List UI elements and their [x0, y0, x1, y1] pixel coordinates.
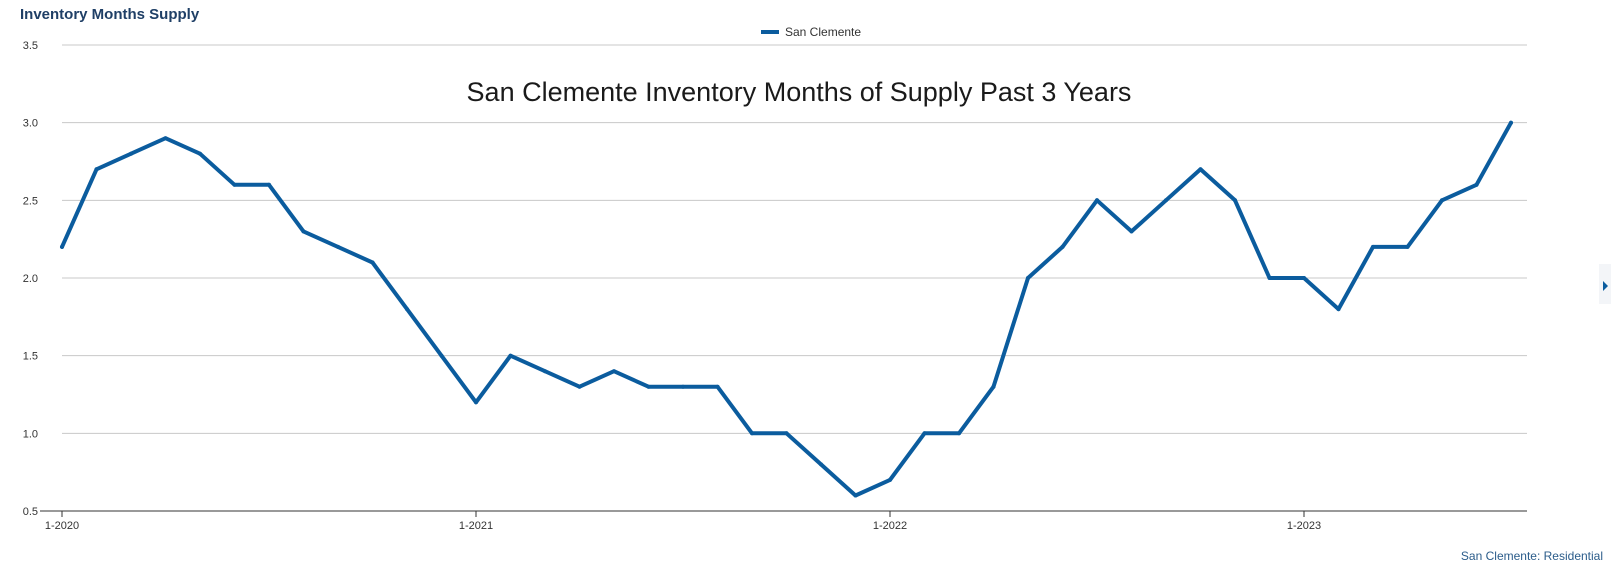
data-point [1198, 167, 1203, 172]
legend[interactable]: San Clemente [761, 25, 861, 39]
data-point [543, 369, 547, 374]
data-point [750, 431, 754, 436]
data-point [715, 384, 720, 389]
data-point [922, 431, 927, 436]
data-point [1060, 244, 1065, 249]
data-point [1129, 229, 1134, 234]
data-point [508, 353, 513, 358]
data-point [439, 353, 444, 358]
x-tick-label: 1-2021 [459, 520, 493, 532]
x-tick-label: 1-2020 [45, 520, 79, 532]
data-point [612, 369, 616, 374]
data-point [1371, 244, 1375, 249]
data-point [405, 307, 409, 312]
data-point [60, 244, 64, 249]
data-point [336, 244, 340, 249]
series-san-clemente [60, 120, 1513, 498]
chart-nav-arrow[interactable] [1599, 264, 1611, 304]
data-point [129, 151, 133, 156]
data-point [577, 384, 582, 389]
data-point [1336, 307, 1341, 312]
data-point [163, 136, 168, 141]
overlay-title: San Clemente Inventory Months of Supply … [467, 77, 1132, 107]
data-point [681, 384, 685, 389]
data-point [853, 493, 858, 498]
y-tick-label: 3.5 [23, 40, 38, 52]
series-line [60, 120, 1513, 498]
x-tick-label: 1-2023 [1287, 520, 1321, 532]
legend-label: San Clemente [785, 25, 861, 39]
data-point [301, 229, 306, 234]
data-point [1095, 198, 1099, 203]
data-point [1267, 276, 1272, 280]
data-point [1026, 276, 1030, 280]
data-point [1302, 276, 1306, 280]
data-point [1509, 120, 1513, 125]
data-point [957, 431, 961, 436]
data-point [94, 167, 99, 172]
data-point [888, 477, 892, 482]
x-axis: 1-2020 1-2021 1-2022 1-2023 [40, 510, 1527, 532]
y-tick-label: 1.0 [23, 428, 38, 440]
data-point [1164, 198, 1168, 203]
chevron-right-icon [1603, 281, 1608, 291]
y-tick-label: 2.0 [23, 273, 38, 285]
y-axis-labels: 0.5 1.0 1.5 2.0 2.5 3.0 3.5 [23, 40, 38, 518]
data-point [784, 431, 789, 436]
y-tick-label: 0.5 [23, 506, 38, 518]
data-point [1474, 182, 1479, 187]
data-point [991, 384, 996, 389]
data-point [267, 182, 271, 187]
data-point [1440, 198, 1444, 203]
data-point [198, 151, 202, 156]
gridlines [62, 44, 1527, 434]
y-tick-label: 1.5 [23, 351, 38, 363]
data-point [1405, 244, 1410, 249]
data-point [474, 400, 478, 405]
y-tick-label: 3.0 [23, 118, 38, 130]
chart-title: Inventory Months Supply [20, 6, 200, 23]
footer-label: San Clemente: Residential [1461, 549, 1603, 563]
y-tick-label: 2.5 [23, 195, 38, 207]
data-point [1233, 198, 1237, 203]
data-point [819, 462, 823, 467]
data-point [370, 260, 375, 265]
x-tick-label: 1-2022 [873, 520, 907, 532]
data-point [646, 384, 651, 389]
data-point [232, 182, 237, 187]
